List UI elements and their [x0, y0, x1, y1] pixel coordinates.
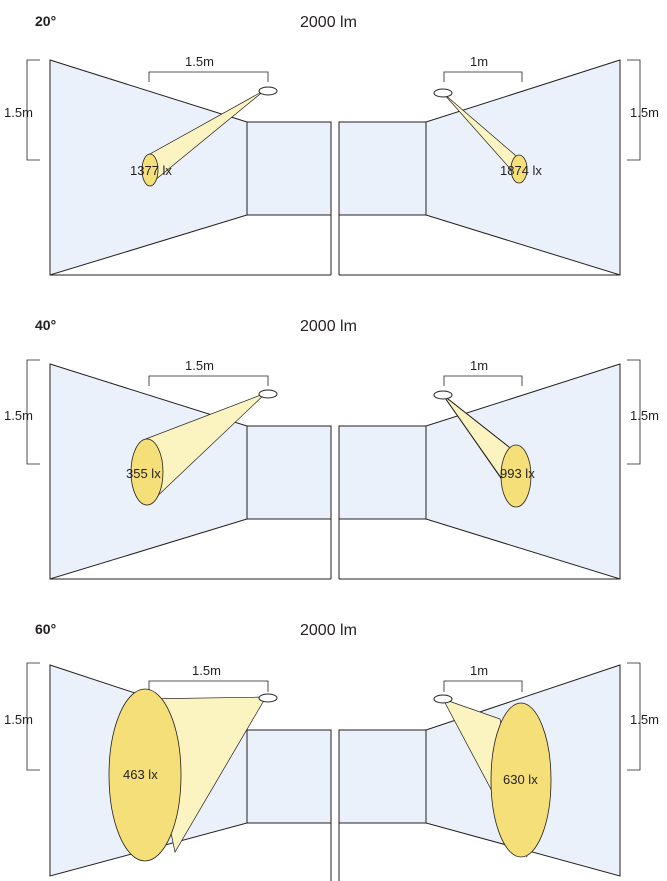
left-distance-bracket [148, 71, 269, 82]
right-light-spot [490, 702, 552, 858]
left-distance-label: 1.5m [185, 358, 214, 373]
right-room [338, 363, 621, 580]
right-room [338, 664, 621, 881]
luminous-flux-label: 2000 lm [300, 14, 357, 31]
right-height-bracket [627, 662, 641, 771]
left-height-label: 1.5m [4, 105, 33, 120]
luminaire-icon [258, 86, 278, 96]
left-illuminance-label: 463 lx [123, 767, 158, 782]
right-height-bracket [627, 59, 641, 161]
left-height-label: 1.5m [4, 712, 33, 727]
luminaire-icon [433, 390, 453, 400]
left-height-bracket [26, 359, 40, 465]
left-illuminance-label: 1377 lx [130, 163, 172, 178]
right-distance-bracket [443, 71, 523, 82]
beam-angle-label: 60° [35, 621, 56, 637]
right-illuminance-label: 993 lx [500, 466, 535, 481]
luminous-flux-label: 2000 lm [300, 622, 357, 639]
right-illuminance-label: 630 lx [503, 772, 538, 787]
luminaire-icon [258, 693, 278, 703]
luminous-flux-label: 2000 lm [300, 318, 357, 335]
panel-40deg: 40° 2000 lm 1.5m 1.5m 1.5m 1m 355 lx [4, 317, 659, 580]
luminaire-icon [433, 694, 453, 704]
right-distance-bracket [443, 375, 523, 386]
right-height-label: 1.5m [630, 712, 659, 727]
left-back-wall [246, 729, 332, 824]
left-height-label: 1.5m [4, 408, 33, 423]
left-illuminance-label: 355 lx [126, 466, 161, 481]
left-light-spot [141, 153, 159, 187]
right-light-spot [500, 444, 532, 508]
left-light-spot [108, 688, 182, 862]
left-room [49, 363, 332, 580]
right-illuminance-label: 1874 lx [500, 163, 542, 178]
beam-angle-label: 40° [35, 317, 56, 333]
panel-60deg: 60° 2000 lm 1.5m 1.5m 1.5m 1m 463 lx 630… [4, 621, 659, 881]
left-distance-label: 1.5m [192, 663, 221, 678]
panel-20deg: 20° 2000 lm 1.5m 1.5m 1.5m 1m [4, 13, 659, 276]
luminaire-icon [433, 88, 453, 98]
left-distance-bracket [148, 680, 269, 692]
right-height-label: 1.5m [630, 105, 659, 120]
right-distance-label: 1m [470, 663, 488, 678]
left-height-bracket [26, 59, 40, 161]
right-distance-label: 1m [470, 54, 488, 69]
left-light-spot [130, 438, 164, 506]
right-room [338, 59, 621, 276]
right-distance-bracket [443, 680, 523, 692]
left-height-bracket [26, 662, 40, 771]
right-back-wall [338, 121, 427, 216]
right-back-wall [338, 729, 427, 824]
right-height-label: 1.5m [630, 408, 659, 423]
left-back-wall [246, 121, 332, 216]
right-distance-label: 1m [470, 358, 488, 373]
right-height-bracket [627, 359, 641, 465]
right-light-spot [510, 154, 528, 184]
left-distance-bracket [148, 375, 269, 386]
luminaire-icon [258, 389, 278, 399]
beam-angle-label: 20° [35, 13, 56, 29]
left-back-wall [246, 425, 332, 520]
left-room [49, 59, 332, 276]
left-distance-label: 1.5m [185, 54, 214, 69]
right-back-wall [338, 425, 427, 520]
